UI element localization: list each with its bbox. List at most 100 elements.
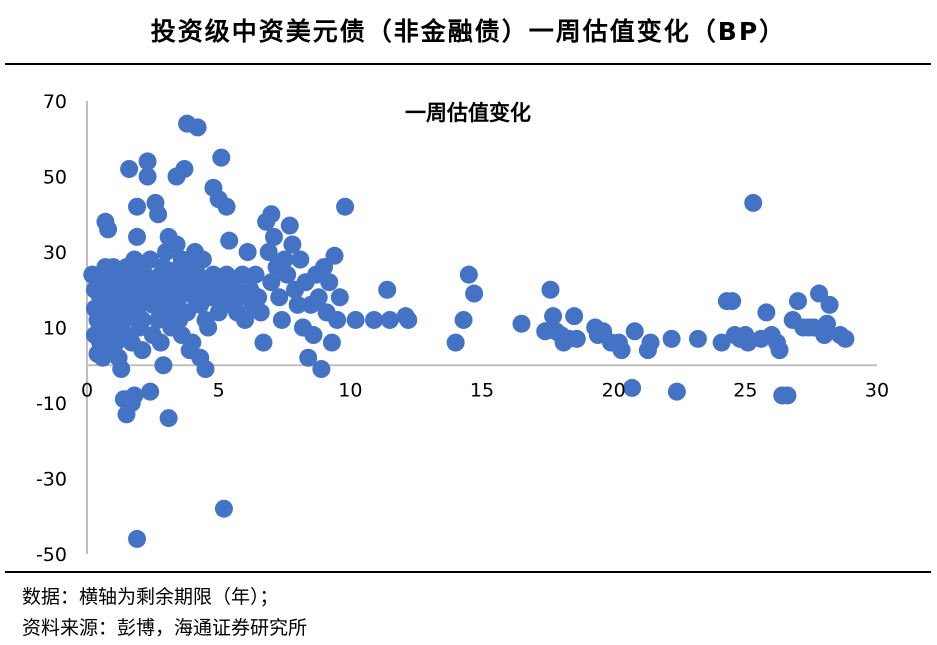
data-point	[817, 314, 836, 333]
data-point	[141, 382, 160, 401]
data-point	[251, 303, 270, 322]
data-point	[246, 265, 265, 284]
data-point	[264, 227, 283, 246]
x-tick-label: 10	[338, 379, 362, 401]
data-point	[254, 333, 273, 352]
y-tick-label: 10	[43, 318, 67, 340]
data-point	[196, 360, 215, 379]
data-point	[365, 310, 384, 329]
data-point	[233, 265, 252, 284]
data-point	[288, 295, 307, 314]
data-point	[212, 148, 231, 167]
data-point	[322, 333, 341, 352]
chart-ticks: 0 5 10 15 20 25 30 70 50 30 10 -10 -30 -50	[36, 91, 889, 566]
x-tick-label: 0	[81, 379, 93, 401]
y-tick-label: -50	[36, 544, 67, 566]
data-point	[128, 197, 147, 216]
x-tick-label: 5	[213, 379, 225, 401]
data-point	[154, 356, 173, 375]
data-point	[299, 348, 318, 367]
data-point	[770, 341, 789, 360]
data-point	[217, 197, 236, 216]
data-point	[465, 284, 484, 303]
data-point	[141, 250, 160, 269]
data-point	[744, 193, 763, 212]
data-point	[399, 310, 418, 329]
data-point	[159, 409, 178, 428]
data-point	[712, 333, 731, 352]
data-point	[262, 205, 281, 224]
data-point	[214, 499, 233, 518]
data-point	[249, 288, 268, 307]
data-point	[612, 341, 631, 360]
data-point	[128, 529, 147, 548]
chart-points	[83, 114, 855, 548]
data-point	[178, 303, 197, 322]
data-point	[272, 310, 291, 329]
data-point	[641, 333, 660, 352]
data-point	[328, 310, 347, 329]
data-point	[133, 310, 152, 329]
data-point	[280, 216, 299, 235]
data-point	[275, 250, 294, 269]
data-point	[270, 288, 289, 307]
data-point	[810, 284, 829, 303]
data-point	[380, 310, 399, 329]
page-title: 投资级中资美元债（非金融债）一周估值变化（BP）	[150, 17, 787, 46]
chart-title: 一周估值变化	[405, 101, 531, 125]
data-point	[512, 314, 531, 333]
data-point	[336, 197, 355, 216]
source-note: 资料来源：彭博，海通证券研究所	[22, 617, 308, 639]
data-point	[325, 246, 344, 265]
data-point	[309, 288, 328, 307]
data-point	[459, 265, 478, 284]
data-point	[175, 159, 194, 178]
data-point	[199, 318, 218, 337]
y-tick-label: -10	[36, 393, 67, 415]
data-point	[291, 250, 310, 269]
data-point	[312, 360, 331, 379]
data-point	[149, 205, 168, 224]
top-divider	[5, 63, 931, 65]
data-point	[330, 288, 349, 307]
data-point	[346, 310, 365, 329]
data-point	[133, 341, 152, 360]
data-point	[120, 159, 139, 178]
y-tick-label: 30	[43, 242, 67, 264]
y-tick-label: 70	[43, 91, 67, 113]
bottom-divider	[5, 571, 931, 573]
data-point	[167, 235, 186, 254]
data-point	[623, 378, 642, 397]
data-point	[99, 220, 118, 239]
data-point	[259, 243, 278, 261]
y-tick-label: 50	[43, 167, 67, 189]
data-point	[220, 231, 239, 250]
data-point	[238, 243, 257, 261]
x-tick-label: 20	[602, 379, 626, 401]
data-point	[723, 292, 742, 311]
data-point	[567, 329, 586, 348]
data-point	[112, 360, 131, 379]
data-point	[193, 250, 212, 269]
data-point	[446, 333, 465, 352]
data-point	[183, 333, 202, 352]
data-point	[125, 386, 144, 405]
data-point	[278, 265, 297, 284]
data-point	[688, 329, 707, 348]
data-point	[757, 303, 776, 322]
data-point	[454, 310, 473, 329]
data-point	[820, 295, 839, 314]
y-tick-label: -30	[36, 469, 67, 491]
data-point	[209, 303, 228, 322]
footnote: 数据：横轴为剩余期限（年）；	[22, 586, 279, 608]
data-point	[541, 280, 560, 299]
data-point	[662, 329, 681, 348]
data-point	[544, 307, 563, 326]
data-point	[789, 292, 807, 311]
data-point	[128, 227, 147, 246]
data-point	[262, 273, 281, 292]
data-point	[283, 235, 302, 254]
data-point	[315, 258, 333, 277]
data-point	[138, 152, 157, 171]
